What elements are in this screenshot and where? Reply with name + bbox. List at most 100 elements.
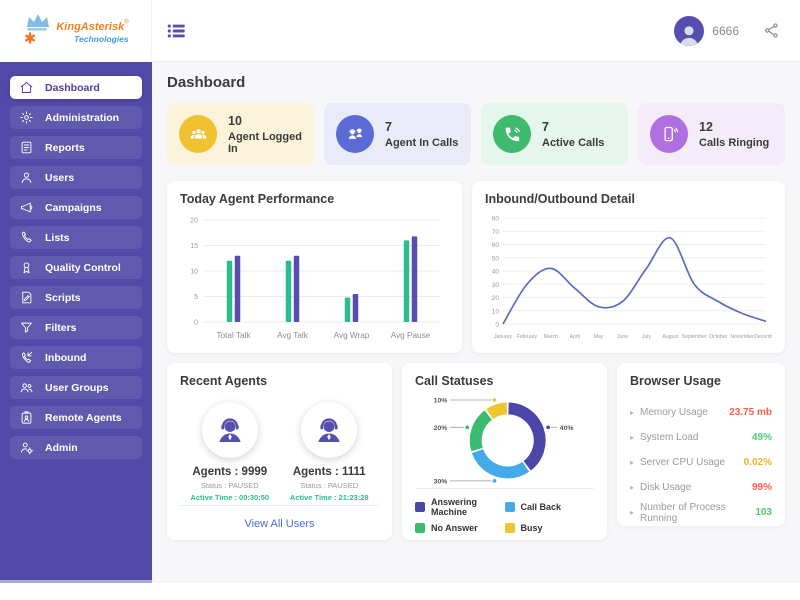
agent-status: Status : PAUSED — [300, 481, 359, 490]
sidebar-item-administration[interactable]: Administration — [10, 106, 142, 129]
charts-row: Today Agent Performance 0 5 10 15 20 Total Ta… — [167, 181, 785, 353]
brand-reg: ® — [124, 19, 129, 26]
browser-usage-row-system-load[interactable]: ▸ System Load 49% — [630, 425, 772, 450]
menu-toggle-icon[interactable] — [166, 22, 186, 40]
stat-value: 7 — [385, 119, 392, 134]
dashboard-app: KingAsterisk® Technologies Dashboard Admi… — [0, 13, 785, 583]
call-statuses-donut-chart: 40% 30% 20% 10% — [434, 397, 574, 485]
user-gear-icon — [19, 440, 34, 455]
inbound-outbound-line-chart: 0 10 20 30 40 50 60 70 80 January February March Apr… — [492, 216, 778, 341]
sidebar-item-label: Admin — [45, 441, 78, 454]
megaphone-icon — [19, 200, 34, 215]
sidebar-item-remote-agents[interactable]: Remote Agents — [10, 406, 142, 429]
sidebar-item-dashboard[interactable]: Dashboard — [10, 76, 142, 99]
browser-usage-label: Disk Usage — [640, 482, 692, 493]
report-doc-icon — [19, 140, 34, 155]
sidebar-item-label: Lists — [45, 231, 70, 244]
agent-status: Status : PAUSED — [200, 481, 259, 490]
user-icon — [19, 170, 34, 185]
recent-agents-card: Recent Agents Agents : 9999 Status : PAUS… — [167, 363, 392, 540]
sidebar-item-lists[interactable]: Lists — [10, 226, 142, 249]
browser-usage-card: Browser Usage ▸ Memory Usage 23.75 mb ▸ Syst… — [617, 363, 785, 526]
call-statuses-legend: Answering Machine Call Back No Answer Busy — [415, 488, 594, 533]
brand-name: KingAsterisk — [56, 21, 125, 34]
sidebar-item-label: Quality Control — [45, 261, 121, 274]
stat-label: Active Calls — [542, 136, 605, 149]
user-avatar[interactable] — [674, 15, 705, 46]
sidebar-item-inbound[interactable]: Inbound — [10, 346, 142, 369]
svg-text:20: 20 — [492, 295, 500, 302]
svg-text:80: 80 — [492, 216, 500, 223]
browser-usage-label: Server CPU Usage — [640, 457, 726, 468]
call-statuses-title: Call Statuses — [415, 374, 494, 388]
browser-usage-value: 99% — [751, 482, 772, 493]
funnel-icon — [19, 320, 34, 335]
stat-label: Agent In Calls — [385, 136, 459, 149]
svg-text:March: March — [544, 334, 558, 340]
svg-text:October: October — [709, 334, 727, 340]
stats-row: 10 Agent Logged In 7 Agent In Calls 7 Active … — [167, 103, 785, 165]
svg-text:40%: 40% — [560, 425, 574, 432]
mobile-ring-icon — [650, 115, 688, 153]
browser-usage-row-memory-usage[interactable]: ▸ Memory Usage 23.75 mb — [630, 400, 772, 425]
stat-card-agent-in-calls: 7 Agent In Calls — [324, 103, 471, 165]
agent-performance-bar-chart: 0 5 10 15 20 Total Talk Avg Talk Avg Wrap Avg Pa… — [190, 218, 440, 340]
sidebar-item-label: Users — [45, 171, 75, 184]
sidebar-item-label: Administration — [45, 111, 120, 124]
sidebar-item-filters[interactable]: Filters — [10, 316, 142, 339]
stat-value: 10 — [228, 113, 242, 128]
svg-text:40: 40 — [492, 269, 500, 276]
sidebar-item-quality-control[interactable]: Quality Control — [10, 256, 142, 279]
browser-usage-row-number-of-process-running[interactable]: ▸ Number of Process Running 103 — [630, 500, 772, 525]
sidebar-item-user-groups[interactable]: User Groups — [10, 376, 142, 399]
phone-wave-icon — [493, 115, 531, 153]
browser-usage-value: 23.75 mb — [729, 407, 772, 418]
agent-headset-icon — [301, 402, 358, 458]
caret-right-icon: ▸ — [630, 508, 635, 517]
agent-active-time: Active Time : 21:23:28 — [289, 493, 369, 502]
svg-text:10%: 10% — [434, 397, 448, 404]
share-icon[interactable] — [763, 22, 780, 39]
caret-right-icon: ▸ — [630, 408, 635, 417]
legend-swatch — [415, 502, 425, 512]
view-all-users-link[interactable]: View All Users — [244, 518, 315, 530]
sidebar-item-campaigns[interactable]: Campaigns — [10, 196, 142, 219]
svg-text:Total Talk: Total Talk — [217, 331, 252, 340]
legend-swatch — [415, 523, 425, 533]
sidebar-item-label: User Groups — [45, 381, 109, 394]
browser-usage-list: ▸ Memory Usage 23.75 mb ▸ System Load 49% ▸ Ser… — [630, 400, 772, 525]
sidebar-item-users[interactable]: Users — [10, 166, 142, 189]
sidebar-item-reports[interactable]: Reports — [10, 136, 142, 159]
browser-usage-row-disk-usage[interactable]: ▸ Disk Usage 99% — [630, 475, 772, 500]
legend-label: Answering Machine — [431, 497, 478, 517]
svg-text:May: May — [594, 334, 604, 340]
sidebar-item-admin[interactable]: Admin — [10, 436, 142, 459]
svg-text:November: November — [730, 334, 754, 340]
medal-icon — [19, 260, 34, 275]
svg-text:5: 5 — [194, 294, 198, 301]
sidebar-item-scripts[interactable]: Scripts — [10, 286, 142, 309]
browser-usage-label: System Load — [640, 432, 699, 443]
recent-agents-footer: View All Users — [180, 505, 379, 540]
svg-text:0: 0 — [194, 320, 198, 327]
stat-value: 12 — [699, 119, 713, 134]
browser-usage-row-server-cpu-usage[interactable]: ▸ Server CPU Usage 0.02% — [630, 450, 772, 475]
browser-usage-title: Browser Usage — [630, 374, 722, 388]
stat-value: 7 — [542, 119, 549, 134]
sidebar-item-label: Inbound — [45, 351, 87, 364]
svg-text:30%: 30% — [434, 478, 448, 485]
legend-label: Busy — [520, 523, 543, 533]
headset-pair-icon — [336, 115, 374, 153]
browser-usage-value: 103 — [755, 507, 772, 518]
svg-text:August: August — [662, 334, 678, 340]
stat-label: Agent Logged In — [228, 130, 302, 155]
svg-text:0: 0 — [495, 322, 499, 329]
legend-item-call-back: Call Back — [504, 497, 595, 517]
sidebar-item-label: Scripts — [45, 291, 81, 304]
svg-text:June: June — [617, 334, 628, 340]
agent-item: Agents : 9999 Status : PAUSED Active Time … — [190, 402, 269, 505]
phone-incoming-icon — [19, 350, 34, 365]
browser-usage-value: 0.02% — [743, 457, 772, 468]
svg-text:Avg Wrap: Avg Wrap — [334, 331, 370, 340]
svg-text:December: December — [754, 334, 772, 340]
